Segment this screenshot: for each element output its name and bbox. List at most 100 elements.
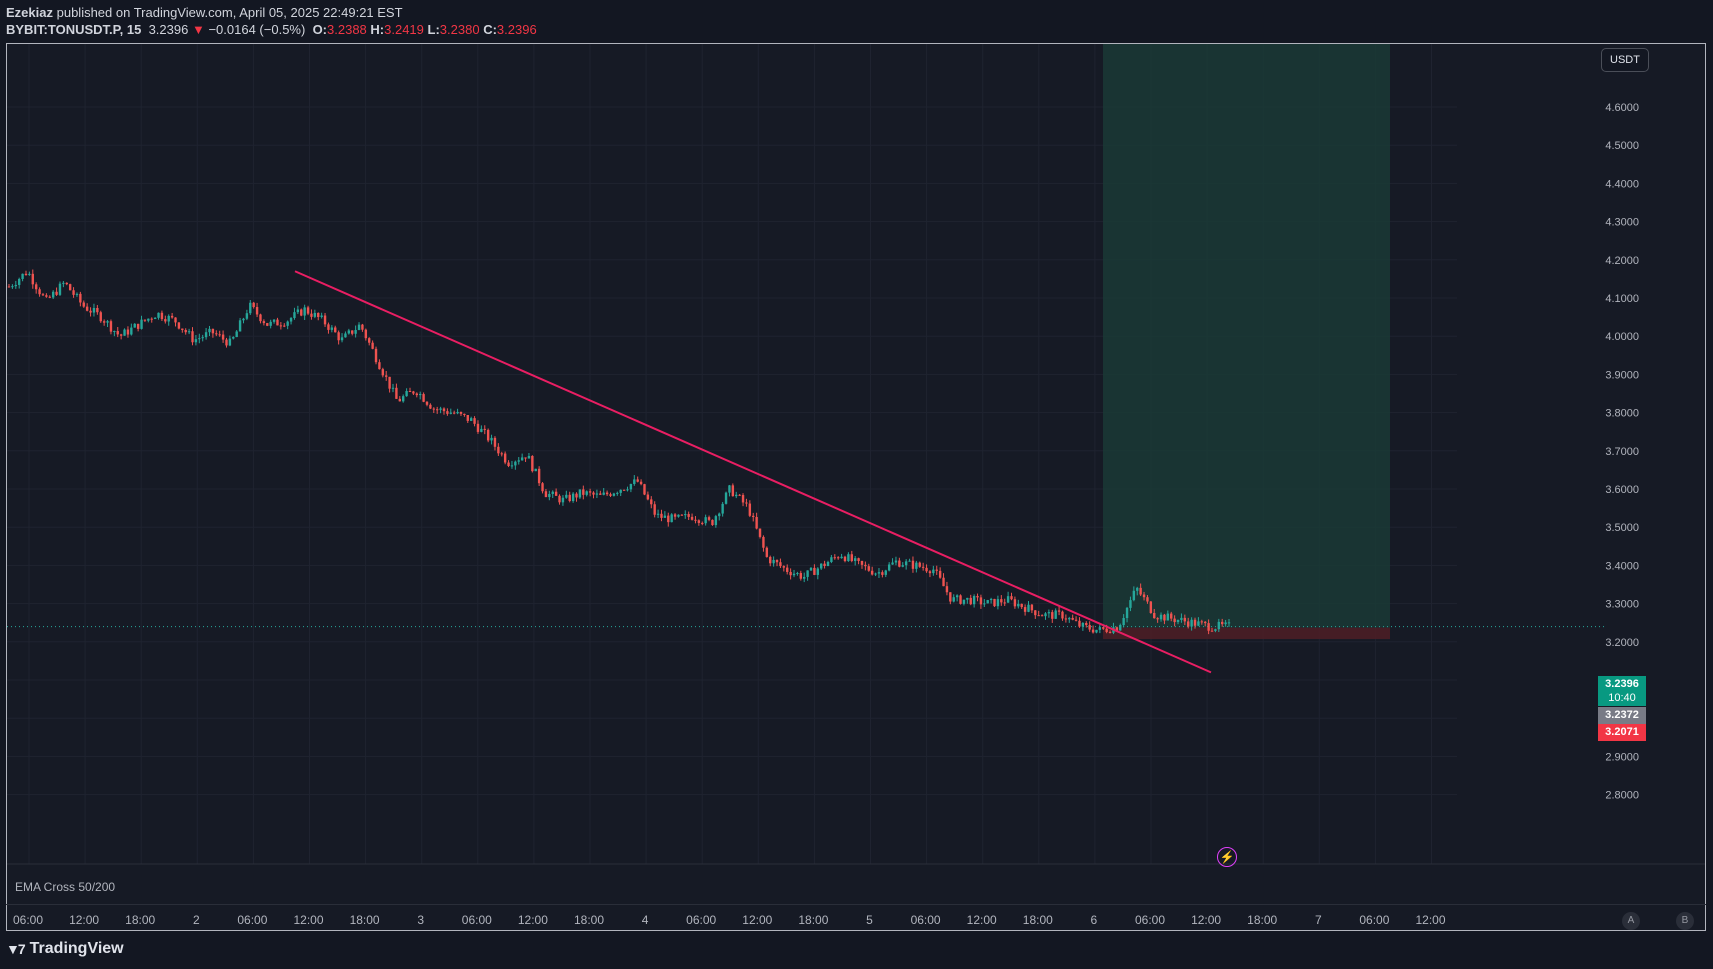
candle-body <box>792 573 796 576</box>
time-tick-label: 12:00 <box>293 913 324 927</box>
candle-body <box>476 423 480 432</box>
candle-body <box>867 566 870 571</box>
candle-body <box>439 408 442 410</box>
candle-body <box>126 329 130 335</box>
candle-body <box>554 491 558 496</box>
trendline[interactable] <box>294 270 1212 674</box>
ohlc-legend: BYBIT:TONUSDT.P, 15 3.2396 ▼ −0.0164 (−0… <box>6 21 537 38</box>
candle-body <box>847 554 850 562</box>
candle-body <box>942 577 945 587</box>
candle-body <box>11 286 14 288</box>
candle-body <box>130 327 133 335</box>
auto-scale-button[interactable]: A <box>1622 912 1640 930</box>
time-tick-label: 18:00 <box>798 913 829 927</box>
publish-date: published on TradingView.com, April 05, … <box>56 5 403 20</box>
candle-body <box>728 485 731 493</box>
candle-body <box>296 309 300 313</box>
candle-body <box>1122 618 1125 626</box>
down-arrow-icon: ▼ <box>191 22 205 37</box>
grid-lines <box>7 44 1705 865</box>
candle-body <box>684 514 687 516</box>
candle-body <box>531 455 534 472</box>
candle-body <box>1156 618 1159 620</box>
candle-body <box>1061 611 1064 619</box>
candle-body <box>843 556 847 562</box>
candle-body <box>972 596 976 605</box>
candle-body <box>769 556 772 564</box>
symbol-label[interactable]: BYBIT:TONUSDT.P, 15 <box>6 22 142 37</box>
candle-body <box>1057 610 1061 612</box>
profit-zone[interactable] <box>1103 44 1390 628</box>
candle-body <box>952 597 955 602</box>
author-name[interactable]: Ezekiaz <box>6 5 53 20</box>
candle-body <box>663 515 667 518</box>
time-tick-label: 06:00 <box>686 913 717 927</box>
candle-body <box>228 338 232 346</box>
candle-body <box>221 334 225 340</box>
candle-body <box>1136 587 1139 591</box>
candle-body <box>935 569 938 571</box>
candle-body <box>816 568 820 575</box>
candle-body <box>306 307 310 314</box>
candle-body <box>738 494 741 496</box>
current-price-tag: 3.2396 10:40 <box>1598 676 1646 706</box>
candle-body <box>405 391 408 397</box>
candle-body <box>313 312 317 317</box>
candle-body <box>255 307 259 315</box>
candle-body <box>89 310 92 313</box>
candle-body <box>1078 620 1081 627</box>
loss-zone[interactable] <box>1103 627 1390 640</box>
candle-body <box>1020 603 1023 608</box>
candle-body <box>17 278 21 285</box>
candle-body <box>775 559 779 563</box>
lightning-icon[interactable]: ⚡ <box>1217 847 1237 867</box>
candle-body <box>215 333 218 335</box>
candle-body <box>667 515 670 523</box>
candle-body <box>724 492 728 504</box>
candle-body <box>398 398 402 402</box>
candle-body <box>412 391 415 394</box>
candle-body <box>34 284 38 290</box>
candle-body <box>857 558 860 561</box>
tradingview-logo[interactable]: ▼7 TradingView <box>6 940 124 958</box>
candle-body <box>908 560 911 562</box>
candle-body <box>490 437 493 441</box>
candle-body <box>704 517 707 524</box>
candle-body <box>643 484 646 495</box>
candle-body <box>92 307 96 313</box>
time-tick-label: 12:00 <box>1415 913 1446 927</box>
candle-body <box>58 283 62 295</box>
candle-body <box>429 404 432 409</box>
time-axis[interactable]: 06:00 12:00 18:00 2 06:00 12:00 18:00 3 06:00 12:… <box>6 904 1706 932</box>
candle-body <box>592 492 595 495</box>
candle-body <box>354 329 357 334</box>
time-tick-label: 18:00 <box>1022 913 1053 927</box>
candle-body <box>357 324 361 330</box>
indicator-label[interactable]: EMA Cross 50/200 <box>15 880 116 894</box>
candle-body <box>718 513 721 517</box>
currency-label[interactable]: USDT <box>1601 48 1649 72</box>
open-value: 3.2388 <box>327 22 367 37</box>
candle-body <box>1163 614 1166 621</box>
candle-body <box>752 515 755 517</box>
price-tick-label: 4.3000 <box>1605 217 1639 229</box>
candle-body <box>493 437 497 447</box>
candle-body <box>157 312 160 318</box>
chart-frame[interactable]: 4.6000 4.5000 4.4000 4.3000 4.2000 4.1000 4.00… <box>6 43 1706 931</box>
candle-body <box>626 489 629 491</box>
close-label: C: <box>483 22 497 37</box>
candle-body <box>1006 596 1010 603</box>
b-button[interactable]: B <box>1676 912 1694 930</box>
time-tick-label: 6 <box>1090 913 1098 927</box>
candle-body <box>748 503 752 516</box>
candle-body <box>588 491 592 493</box>
candle-body <box>364 329 368 339</box>
candle-body <box>164 319 167 322</box>
candle-body <box>150 318 153 320</box>
time-tick-label: 18:00 <box>125 913 156 927</box>
chart-canvas[interactable]: 4.6000 4.5000 4.4000 4.3000 4.2000 4.1000 4.00… <box>7 44 1706 931</box>
candle-body <box>524 457 527 459</box>
candle-body <box>1013 599 1017 607</box>
candle-body <box>537 468 541 484</box>
time-tick-label: 12:00 <box>742 913 773 927</box>
